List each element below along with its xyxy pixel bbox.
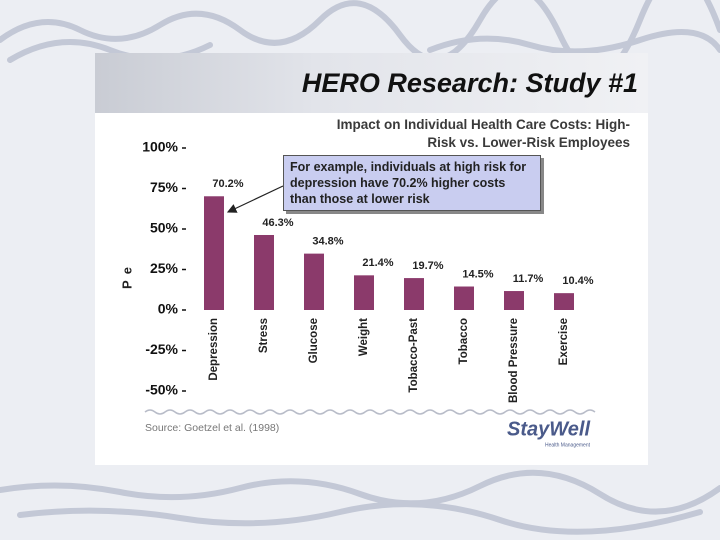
- y-tick-label: -50%: [145, 382, 178, 398]
- x-tick-label: Stress: [258, 318, 270, 353]
- x-tick-label: Tobacco-Past: [408, 318, 420, 393]
- bar: [504, 291, 524, 310]
- y-tick-label: 0%: [158, 301, 179, 317]
- y-tick-label: 50%: [150, 220, 179, 236]
- bar: [254, 234, 274, 310]
- value-label: 14.5%: [462, 268, 493, 280]
- bar: [404, 278, 424, 310]
- value-label: 21.4%: [362, 257, 393, 269]
- annotation: For example, individuals at high risk fo…: [283, 155, 541, 211]
- value-label: 34.8%: [312, 236, 343, 248]
- value-label: 19.7%: [412, 260, 443, 272]
- divider: [144, 409, 596, 415]
- bar: [354, 275, 374, 310]
- chart-title: Impact on Individual Health Care Costs: …: [336, 117, 630, 150]
- y-tick-label: -25%: [145, 341, 178, 357]
- x-tick-label: Weight: [358, 318, 370, 356]
- bar: [554, 293, 574, 310]
- slide-title: HERO Research: Study #1: [301, 68, 638, 98]
- logo-tagline: Health Management: [545, 442, 591, 448]
- x-tick-label: Exercise: [558, 318, 570, 365]
- x-tick-label: Blood Pressure: [508, 318, 520, 403]
- x-tick-label: Glucose: [308, 318, 320, 363]
- y-axis-label: Pe: [119, 261, 134, 289]
- source: Source: Goetzel et al. (1998): [145, 422, 279, 434]
- value-label: 11.7%: [513, 273, 544, 285]
- y-tick-label: 100%: [142, 139, 178, 155]
- value-label: 46.3%: [262, 217, 293, 229]
- bar: [304, 253, 324, 310]
- bar: [204, 196, 224, 310]
- content-panel: [95, 53, 648, 465]
- x-tick-label: Tobacco: [458, 318, 470, 364]
- value-label: 70.2%: [212, 178, 243, 190]
- x-tick-label: Depression: [208, 318, 220, 381]
- value-label: 10.4%: [562, 275, 593, 287]
- y-tick-label: 25%: [150, 260, 179, 276]
- bar: [454, 286, 474, 310]
- annotation-arrow: [226, 185, 284, 213]
- y-tick-label: 75%: [150, 179, 179, 195]
- logo: StayWell: [507, 418, 590, 440]
- header-band: [95, 53, 648, 113]
